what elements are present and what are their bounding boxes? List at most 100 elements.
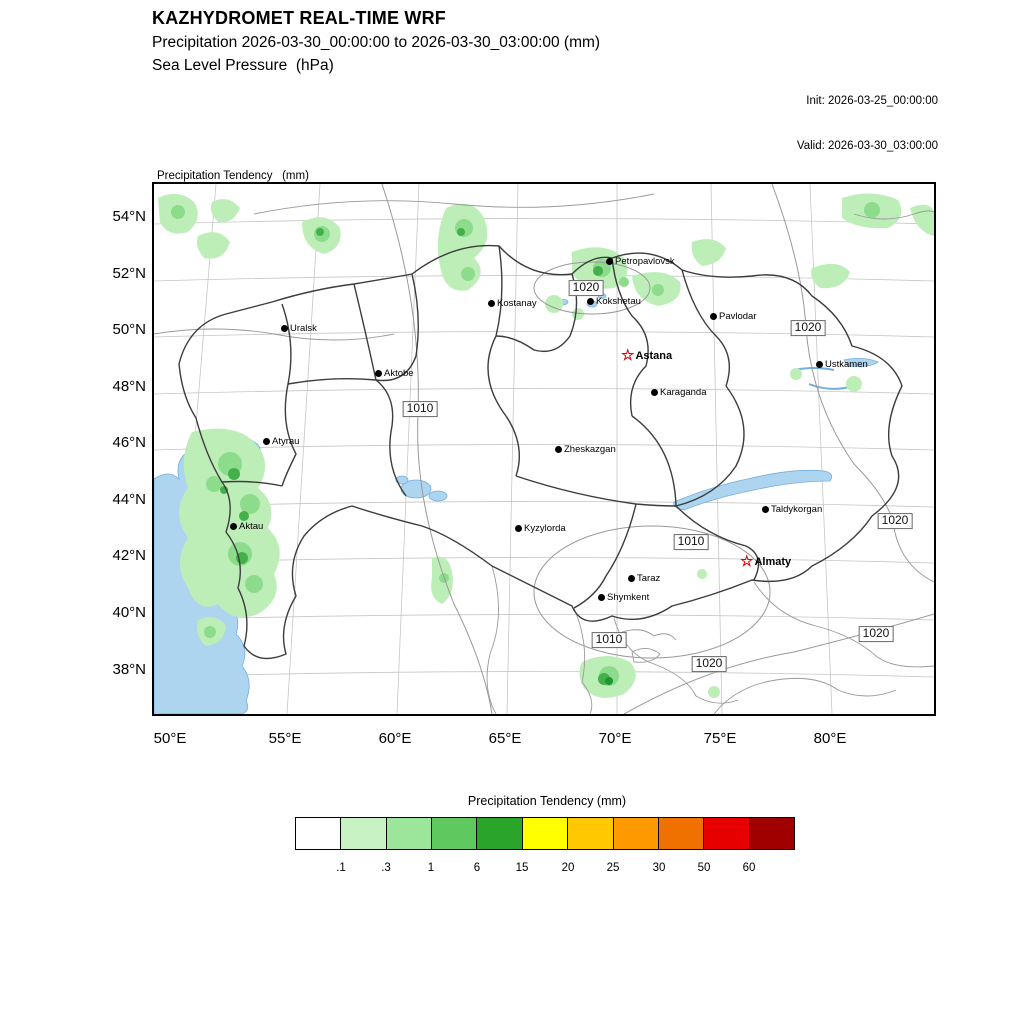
- city-marker-kostanay: Kostanay: [488, 298, 537, 309]
- city-dot-icon: [263, 438, 270, 445]
- lat-tick-38n: 38°N: [112, 661, 146, 678]
- lon-tick-60e: 60°E: [378, 730, 412, 747]
- city-marker-taldykorgan: Taldykorgan: [762, 504, 822, 515]
- city-label: Pavlodar: [719, 311, 757, 322]
- lat-tick-48n: 48°N: [112, 378, 146, 395]
- weather-map-canvas: [154, 184, 934, 714]
- valid-time: Valid: 2026-03-30_03:00:00: [796, 139, 938, 152]
- colorbar-cell: [295, 817, 342, 850]
- graticule-grid: [154, 184, 934, 714]
- city-marker-aktau: Aktau: [230, 521, 263, 532]
- colorbar-cell: [703, 817, 750, 850]
- city-label: Kostanay: [497, 298, 537, 309]
- colorbar-title: Precipitation Tendency (mm): [467, 794, 627, 808]
- slp-subtitle: Sea Level Pressure (hPa): [152, 57, 334, 74]
- city-dot-icon: [628, 575, 635, 582]
- lat-tick-52n: 52°N: [112, 265, 146, 282]
- city-label: Aktau: [239, 521, 264, 532]
- pressure-label: 1010: [591, 632, 627, 648]
- lake-zaysan: [843, 358, 879, 367]
- colorbar-cell: [340, 817, 387, 850]
- colorbar-tick: 1: [427, 862, 435, 874]
- city-label: Aktobe: [384, 368, 414, 379]
- colorbar-tick: .3: [381, 862, 391, 874]
- city-marker-aktobe: Aktobe: [375, 368, 414, 379]
- colorbar-cell: [657, 817, 705, 850]
- city-label: Taraz: [637, 573, 661, 584]
- pressure-label: 1020: [790, 320, 826, 336]
- colorbar-tick: 6: [473, 862, 481, 874]
- capital-star-icon: ☆: [621, 347, 635, 364]
- city-label: Atyrau: [272, 436, 300, 447]
- lat-tick-44n: 44°N: [112, 491, 146, 508]
- pressure-label: 1020: [877, 513, 913, 529]
- city-dot-icon: [515, 525, 522, 532]
- colorbar-cell: [567, 817, 614, 850]
- city-label: Kyzylorda: [524, 523, 566, 534]
- city-marker-kyzylorda: Kyzylorda: [515, 523, 566, 534]
- city-dot-icon: [230, 523, 237, 530]
- pressure-label: 1010: [402, 401, 438, 417]
- colorbar-cell: [521, 817, 569, 850]
- lat-tick-42n: 42°N: [112, 547, 146, 564]
- aral-sea-east: [428, 490, 448, 502]
- colorbar: [295, 817, 795, 850]
- init-time: Init: 2026-03-25_00:00:00: [806, 94, 938, 107]
- lon-tick-50e: 50°E: [153, 730, 187, 747]
- colorbar-tick: 50: [697, 862, 711, 874]
- colorbar-cell: [476, 817, 523, 850]
- capital-star-icon: ☆: [740, 553, 754, 570]
- lon-tick-70e: 70°E: [598, 730, 632, 747]
- city-marker-shymkent: Shymkent: [598, 592, 649, 603]
- precipitation-areas: [158, 193, 934, 698]
- lat-tick-40n: 40°N: [112, 604, 146, 621]
- colorbar-tick: 60: [742, 862, 756, 874]
- pressure-label: 1020: [568, 280, 604, 296]
- city-label: Shymkent: [607, 592, 650, 603]
- city-marker-kokshetau: Kokshetau: [587, 296, 641, 307]
- city-label: Zheskazgan: [564, 444, 616, 455]
- pressure-label: 1020: [691, 656, 727, 672]
- city-marker-uralsk: Uralsk: [281, 323, 317, 334]
- capital-label: Astana: [635, 350, 673, 362]
- secondary-borders: [154, 193, 934, 714]
- capital-marker-almaty: ☆ Almaty: [740, 553, 792, 570]
- city-label: Uralsk: [290, 323, 317, 334]
- colorbar-tick: 20: [561, 862, 575, 874]
- city-dot-icon: [555, 446, 562, 453]
- lake-balkhash: [673, 469, 832, 511]
- city-dot-icon: [587, 298, 594, 305]
- city-dot-icon: [816, 361, 823, 368]
- city-marker-pavlodar: Pavlodar: [710, 311, 757, 322]
- city-label: Petropavlovsk: [615, 256, 675, 267]
- init-valid-block: Init: 2026-03-25_00:00:00 Valid: 2026-03…: [797, 64, 938, 184]
- pressure-label: 1010: [673, 534, 709, 550]
- map-frame: 1020 1020 1010 1020 1010 1010 1020 1020 …: [152, 182, 936, 716]
- city-label: Karaganda: [660, 387, 707, 398]
- city-label: Kokshetau: [596, 296, 641, 307]
- header: KAZHYDROMET REAL-TIME WRF Precipitation …: [152, 8, 600, 75]
- city-marker-karaganda: Karaganda: [651, 387, 706, 398]
- colorbar-tick: .1: [336, 862, 346, 874]
- city-dot-icon: [651, 389, 658, 396]
- lon-tick-75e: 75°E: [703, 730, 737, 747]
- page-title: KAZHYDROMET REAL-TIME WRF: [152, 8, 446, 28]
- city-marker-atyrau: Atyrau: [263, 436, 299, 447]
- capital-label: Almaty: [754, 556, 792, 568]
- city-marker-petropavlovsk: Petropavlovsk: [606, 256, 675, 267]
- pressure-label: 1020: [858, 626, 894, 642]
- colorbar-tick: 30: [652, 862, 666, 874]
- lon-tick-55e: 55°E: [268, 730, 302, 747]
- pressure-contours: [381, 184, 934, 714]
- precip-subtitle: Precipitation 2026-03-30_00:00:00 to 202…: [152, 34, 601, 51]
- city-label: Ustkamen: [825, 359, 868, 370]
- lat-tick-46n: 46°N: [112, 434, 146, 451]
- city-dot-icon: [488, 300, 495, 307]
- city-dot-icon: [598, 594, 605, 601]
- city-dot-icon: [281, 325, 288, 332]
- city-marker-ustkamen: Ustkamen: [816, 359, 868, 370]
- city-dot-icon: [710, 313, 717, 320]
- colorbar-cell: [431, 817, 478, 850]
- river-east: [808, 383, 850, 390]
